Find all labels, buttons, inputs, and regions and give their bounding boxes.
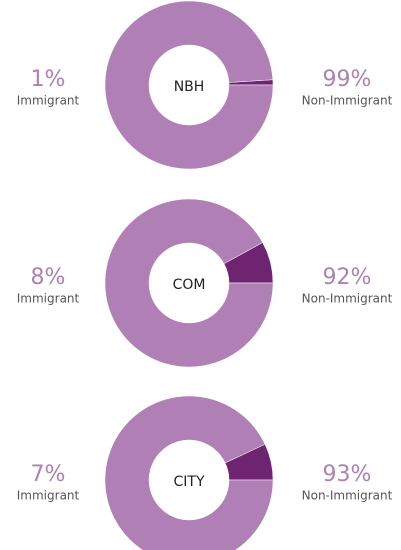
category-label: Non-Immigrant bbox=[302, 489, 393, 503]
donut-slice bbox=[104, 0, 274, 170]
value-label: 1% bbox=[31, 67, 66, 92]
value-label: 8% bbox=[31, 265, 66, 290]
category-label: Non-Immigrant bbox=[302, 94, 393, 108]
value-label: 99% bbox=[323, 67, 372, 92]
category-label: Non-Immigrant bbox=[302, 292, 393, 306]
category-label: Immigrant bbox=[17, 292, 80, 306]
value-label: 7% bbox=[31, 462, 66, 487]
donut-slice bbox=[104, 198, 274, 368]
value-label: 92% bbox=[323, 265, 372, 290]
center-label: COM bbox=[173, 277, 206, 293]
category-label: Immigrant bbox=[17, 94, 80, 108]
value-label: 93% bbox=[323, 462, 372, 487]
center-label: CITY bbox=[173, 474, 204, 490]
category-label: Immigrant bbox=[17, 489, 80, 503]
donut-slice bbox=[104, 395, 274, 550]
center-label: NBH bbox=[174, 79, 205, 95]
